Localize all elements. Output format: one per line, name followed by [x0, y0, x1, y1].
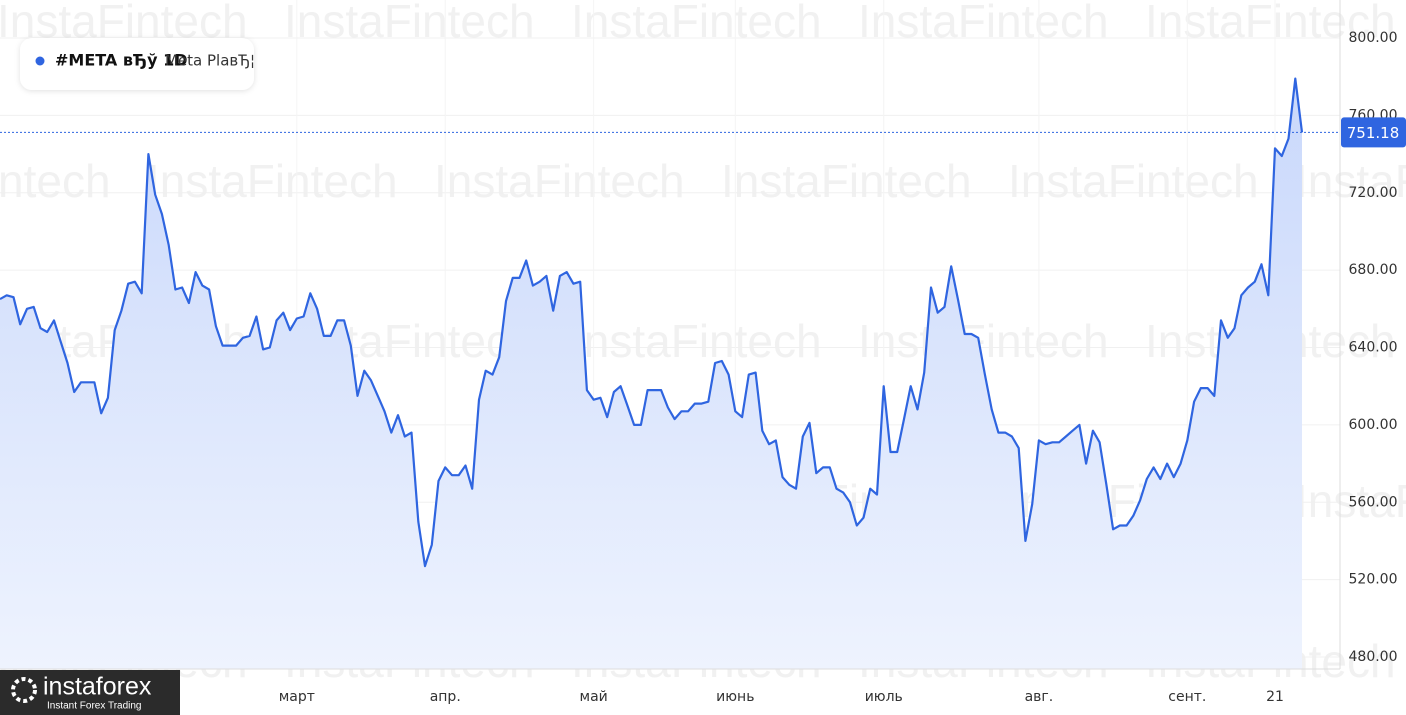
watermark: InstaFintech [571, 0, 822, 47]
x-tick-label: июль [865, 689, 903, 705]
x-tick-label: март [279, 689, 315, 705]
line [0, 77, 1304, 568]
axes: 480.00 520.00 560.00 600.00 640.00 680.00 720.… [279, 30, 1406, 705]
watermark: InstaFintech [1008, 155, 1259, 207]
y-tick-label: 520.00 [1349, 572, 1398, 588]
y-tick-label: 680.00 [1349, 262, 1398, 278]
legend-description: Meta PlaвЂ¦ [165, 52, 255, 70]
logo-name: instaforex [43, 673, 152, 701]
area [0, 78, 1302, 670]
logo-box [0, 670, 180, 715]
x-tick-label: май [580, 689, 608, 705]
x-tick-label: 21 [1266, 689, 1284, 705]
x-tick-label: авг. [1025, 689, 1054, 705]
watermark: InstaFintech [284, 0, 535, 47]
y-tick-label: 480.00 [1349, 649, 1398, 665]
watermark: InstaFintech [858, 315, 1109, 367]
y-tick-label: 640.00 [1349, 340, 1398, 356]
watermark: InstaFintech [1145, 0, 1396, 47]
legend: #META вЂў 1D Meta PlaвЂ¦ [20, 38, 255, 90]
y-tick-label: 560.00 [1349, 494, 1398, 510]
legend-dot [35, 56, 45, 66]
last-price-label: 751.18 [1347, 124, 1400, 142]
watermark: InstaFintech [1295, 155, 1406, 207]
y-tick-label: 720.00 [1349, 185, 1398, 201]
watermark: InstaFintech [0, 155, 111, 207]
watermark: InstaFintech [721, 155, 972, 207]
x-tick-label: сент. [1168, 689, 1206, 705]
x-tick-label: июнь [716, 689, 754, 705]
watermark: InstaFintech [858, 0, 1109, 47]
logo: instaforex Instant Forex Trading [0, 670, 180, 715]
legend-symbol: #META вЂў 1D [55, 51, 187, 70]
x-tick-label: апр. [430, 689, 461, 705]
watermark: InstaFintech [147, 155, 398, 207]
plot [0, 77, 1340, 670]
logo-icon [11, 677, 37, 703]
watermark: InstaFintech [434, 155, 685, 207]
logo-tagline: Instant Forex Trading [47, 701, 142, 712]
y-tick-label: 600.00 [1349, 417, 1398, 433]
y-tick-label: 800.00 [1349, 30, 1398, 46]
watermark: InstaFintech [1295, 475, 1406, 527]
legend-box [20, 38, 254, 90]
watermark: InstaFintech [571, 315, 822, 367]
last-price-box [1341, 117, 1406, 148]
